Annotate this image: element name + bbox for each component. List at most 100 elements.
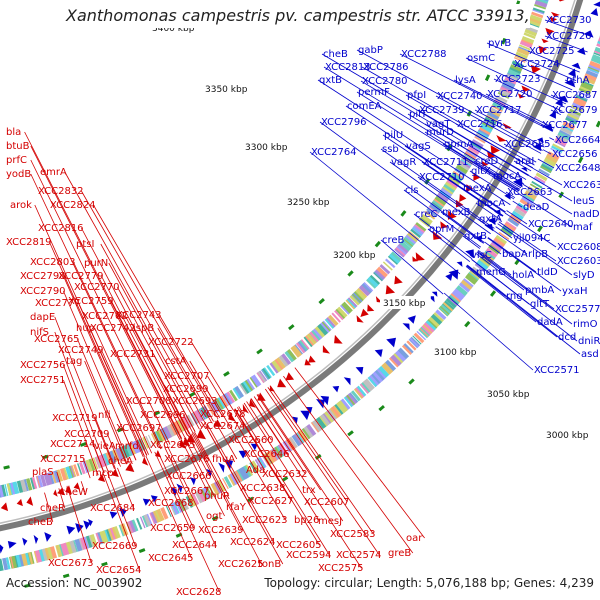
cog-band-outer <box>584 73 597 80</box>
cog-band-inner <box>107 450 117 464</box>
cog-band-outer <box>447 297 458 307</box>
cog-band-inner <box>491 104 503 112</box>
cog-band-inner <box>291 344 303 358</box>
cog-band-inner <box>346 297 358 309</box>
forward-strand-gene-arrow <box>394 275 403 285</box>
forward-label-leader <box>253 396 306 475</box>
cog-band-inner <box>521 36 535 45</box>
cog-band-outer <box>420 325 432 336</box>
cog-band-inner <box>269 362 279 374</box>
cog-band-outer <box>464 275 476 285</box>
cog-band-outer <box>322 411 334 424</box>
cog-band-inner <box>528 17 542 25</box>
cog-band-inner <box>389 251 402 264</box>
forward-gene-label: XCC2709 <box>64 429 110 440</box>
cog-band-outer <box>565 117 578 125</box>
cog-band-inner <box>154 431 161 443</box>
reverse-gene-label: ssb <box>382 144 399 155</box>
forward-label-leader <box>94 327 153 454</box>
forward-strand-gene-arrow <box>487 151 496 159</box>
cog-band-outer <box>74 539 80 552</box>
cog-band-outer <box>594 50 600 55</box>
cog-band-outer <box>332 403 344 416</box>
cog-band-outer <box>543 157 557 167</box>
forward-strand-gene-arrow <box>26 496 34 506</box>
cog-band-inner <box>385 258 396 269</box>
forward-gene-label: XCC2699 <box>163 384 209 395</box>
cog-band-inner <box>240 382 250 395</box>
reverse-strand-gene-arrow <box>300 410 311 421</box>
forward-strand-gene-arrow <box>549 16 558 22</box>
cog-band-inner <box>358 285 371 297</box>
forward-label-leader <box>101 349 149 455</box>
reverse-label-leader <box>361 66 535 166</box>
cog-band-inner <box>412 227 423 236</box>
cog-band-outer <box>319 414 331 427</box>
reverse-strand-gene-arrow <box>176 483 183 494</box>
forward-gene-label: XCC2624 <box>230 537 276 548</box>
cog-band-outer <box>450 290 464 303</box>
reverse-strand-gene-arrow <box>564 79 576 88</box>
forward-gene-label: XCC2676 <box>164 454 210 465</box>
reverse-label-leader <box>356 49 543 151</box>
forward-label-leader <box>116 414 137 461</box>
cog-band-outer <box>372 371 383 384</box>
forward-gene-label: XCC2824 <box>50 200 96 211</box>
forward-gene-label: XCC2743 <box>116 310 162 321</box>
reverse-label-leader <box>477 251 555 310</box>
reverse-label-leader <box>461 187 504 216</box>
cog-band-inner <box>280 353 292 366</box>
forward-label-leader <box>73 261 163 449</box>
forward-gene-label: oar <box>406 533 423 544</box>
cog-band-outer <box>10 556 14 569</box>
reverse-label-leader <box>497 223 573 276</box>
cog-band-outer <box>197 489 206 503</box>
cog-band-inner <box>367 276 379 288</box>
cog-band-outer <box>511 210 524 221</box>
forward-label-leader <box>54 331 109 472</box>
forward-label-leader <box>63 275 144 458</box>
reverse-strand-gene-arrow <box>407 315 416 324</box>
reverse-gene-label: vagS <box>406 141 431 152</box>
forward-label-leader <box>180 438 208 492</box>
reverse-label-leader <box>469 170 515 200</box>
reverse-gene-label: comEA <box>347 101 382 112</box>
cog-band-outer <box>438 306 449 316</box>
reverse-strand-gene-arrow <box>7 540 17 549</box>
reverse-gene-label: XCC2724 <box>514 59 560 70</box>
cog-band-outer <box>339 398 351 411</box>
cog-band-outer <box>500 228 512 238</box>
forward-label-leader <box>102 473 140 571</box>
reverse-gene-label: pilU <box>384 130 403 141</box>
reverse-strand-gene-arrow <box>557 95 569 103</box>
reverse-gene-label: mocA <box>477 198 505 209</box>
cog-band-inner <box>479 123 493 134</box>
cog-band-outer <box>28 552 34 565</box>
cog-band-outer <box>130 519 139 532</box>
cog-band-inner <box>145 435 152 448</box>
forward-gene-label: plaS <box>32 467 54 478</box>
cog-band-outer <box>550 147 562 155</box>
kbp-label-bg <box>284 195 335 208</box>
forward-gene-label: nfi <box>98 410 111 421</box>
reverse-gene-label: XCC2608 <box>557 242 600 253</box>
reverse-label-leader <box>466 265 558 338</box>
cog-band-outer <box>477 259 489 269</box>
reverse-gene-label: leuS <box>573 196 595 207</box>
reverse-gene-label: XCC2648 <box>555 163 600 174</box>
reverse-strand-gene-arrow <box>355 367 364 375</box>
reverse-gene-label: XCC2636 <box>563 180 600 191</box>
forward-gene-label: XCC2751 <box>20 375 66 386</box>
cog-band-outer <box>504 222 516 232</box>
reverse-label-leader <box>442 143 520 192</box>
reverse-label-leader <box>443 292 534 371</box>
kbp-label-bg <box>431 345 482 358</box>
cog-band-inner <box>142 436 150 449</box>
cog-band-inner <box>59 468 67 481</box>
forward-strand-gene-arrow <box>97 473 106 482</box>
cog-band-inner <box>534 0 548 8</box>
reverse-gene-label: rng <box>506 291 523 302</box>
reverse-label-leader <box>504 212 557 248</box>
forward-gene-label: arok <box>10 200 32 211</box>
